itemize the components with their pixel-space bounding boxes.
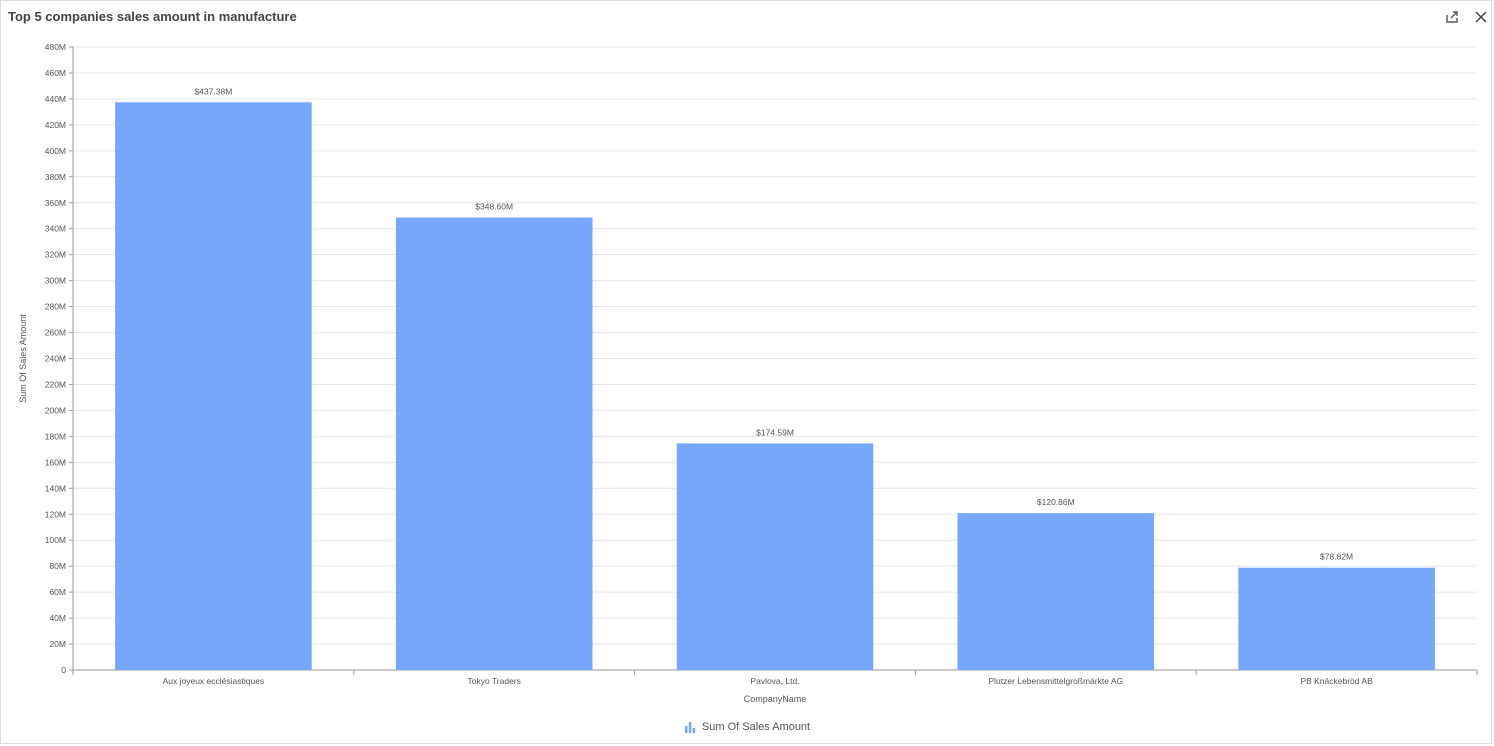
close-icon[interactable] <box>1472 8 1490 26</box>
y-tick-label: 160M <box>45 457 66 467</box>
y-tick-label: 0 <box>61 665 66 675</box>
bar-chart-icon <box>684 722 695 733</box>
data-label: $78.82M <box>1320 552 1353 562</box>
x-tick-label: Pavlova, Ltd. <box>750 676 799 686</box>
bar[interactable] <box>395 217 593 670</box>
y-tick-label: 360M <box>45 198 66 208</box>
y-tick-label: 300M <box>45 276 66 286</box>
bar[interactable] <box>115 102 312 671</box>
y-tick-label: 280M <box>45 302 66 312</box>
y-tick-label: 120M <box>45 509 66 519</box>
y-tick-label: 80M <box>49 561 66 571</box>
data-label: $120.86M <box>1037 497 1075 507</box>
x-tick-label: Aux joyeux ecclésiastiques <box>163 676 265 686</box>
y-tick-label: 480M <box>45 42 66 52</box>
x-tick-label: PB Knäckebröd AB <box>1300 676 1373 686</box>
bar[interactable] <box>957 513 1155 670</box>
chart-legend: Sum Of Sales Amount <box>1 721 1493 733</box>
y-tick-label: 140M <box>45 483 66 493</box>
data-label: $174.59M <box>756 427 794 437</box>
bar[interactable] <box>1238 567 1435 670</box>
y-tick-label: 20M <box>49 639 66 649</box>
y-tick-label: 380M <box>45 172 66 182</box>
data-label: $437.38M <box>194 86 232 96</box>
y-tick-label: 40M <box>49 613 66 623</box>
bar-chart: 0 20M 40M 60M 80M 100M 120M 140M 160M 180M 200M 220… <box>18 42 1478 704</box>
data-label: $348.60M <box>475 202 513 212</box>
x-axis-title: CompanyName <box>744 694 807 704</box>
y-tick-label: 200M <box>45 405 66 415</box>
y-tick-label: 440M <box>45 94 66 104</box>
y-tick-label: 240M <box>45 354 66 364</box>
x-tick-label: Plutzer Lebensmittelgroßmärkte AG <box>988 676 1123 686</box>
y-tick-label: 180M <box>45 431 66 441</box>
y-tick-label: 420M <box>45 120 66 130</box>
legend-label: Sum Of Sales Amount <box>701 721 811 733</box>
y-tick-label: 320M <box>45 250 66 260</box>
x-tick-label: Tokyo Traders <box>468 676 521 686</box>
legend-item-sales[interactable]: Sum Of Sales Amount <box>684 721 810 733</box>
y-tick-label: 460M <box>45 68 66 78</box>
y-tick-label: 100M <box>45 535 66 545</box>
y-tick-label: 220M <box>45 379 66 389</box>
y-axis-title: Sum Of Sales Amount <box>18 314 28 403</box>
y-tick-label: 260M <box>45 328 66 338</box>
export-icon[interactable] <box>1443 8 1461 26</box>
bar[interactable] <box>676 443 874 670</box>
y-tick-label: 60M <box>49 587 66 597</box>
y-tick-label: 340M <box>45 224 66 234</box>
chart-title: Top 5 companies sales amount in manufact… <box>8 9 297 24</box>
y-tick-label: 400M <box>45 146 66 156</box>
